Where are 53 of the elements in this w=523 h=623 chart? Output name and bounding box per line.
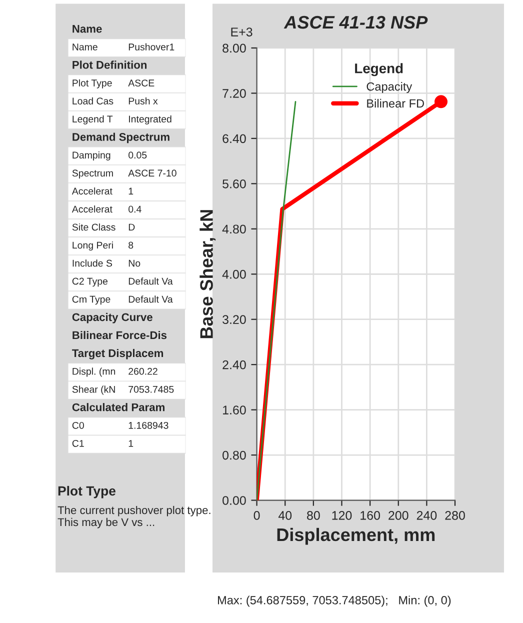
text: Displ. (mn 260.22 <box>72 368 158 377</box>
x-axis-title: Displacement, mm <box>277 528 435 545</box>
text: Calculated Param <box>72 403 164 412</box>
text: C2 Type Default Va <box>72 278 173 287</box>
y-axis-title: Base Shear, kN <box>200 210 216 338</box>
text: Max: (54.687559, 7053.748505); Min: (0, 0) <box>218 596 451 607</box>
y-tick-label: 8.00 <box>222 44 246 53</box>
text: E+3 <box>231 28 252 36</box>
text: Damping 0.05 <box>72 151 147 160</box>
x-tick-label: 160 <box>360 511 380 520</box>
y-tick-label: 1.60 <box>223 406 246 414</box>
text: Include S No <box>72 260 140 267</box>
y-tick-label: 4.00 <box>222 270 246 279</box>
y-tick-label: 0.00 <box>222 496 246 505</box>
x-tick-label: 0 <box>254 511 260 520</box>
x-tick-label: 240 <box>416 511 437 520</box>
text: Legend T Integrated <box>72 115 172 124</box>
legend-label: Bilinear FD <box>367 98 424 108</box>
y-tick-label: 6.40 <box>222 134 246 144</box>
text: Bilinear Force-Dis <box>72 330 167 340</box>
x-tick-label: 80 <box>307 511 320 520</box>
legend-title: Legend <box>355 63 403 76</box>
text: Demand Spectrum <box>72 132 170 144</box>
x-tick-label: 120 <box>332 511 352 520</box>
text: Capacity Curve <box>72 312 152 324</box>
y-tick-label: 7.20 <box>222 89 246 98</box>
y-tick-label: 3.20 <box>222 315 246 324</box>
text: Site Class D <box>72 223 135 231</box>
y-tick-label: 4.80 <box>222 224 246 234</box>
y-tick-label: 5.60 <box>222 179 246 188</box>
text: Load Cas Push x <box>72 97 158 104</box>
text: Long Peri 8 <box>72 242 134 251</box>
y-tick-label: 0.80 <box>222 450 246 460</box>
chart-title: ASCE 41-13 NSP <box>284 16 428 29</box>
text: Cm Type Default Va <box>72 296 173 305</box>
x-tick-label: 200 <box>388 511 408 520</box>
text: Name <box>72 25 102 33</box>
text: Shear (kN 7053.7485 <box>72 386 174 395</box>
y-tick-label: 2.40 <box>222 360 246 370</box>
text: Target Displacem <box>72 348 164 360</box>
text: Accelerat 1 <box>72 187 134 195</box>
x-tick-label: 280 <box>445 511 465 520</box>
text: C1 1 <box>72 440 134 447</box>
x-tick-label: 40 <box>278 511 292 520</box>
text: The current pushover plot type. This may be V vs ... <box>58 506 210 528</box>
text: Plot Type ASCE <box>72 79 154 88</box>
legend-label: Capacity <box>366 82 412 94</box>
text: Accelerat 0.4 <box>72 205 142 213</box>
text: Spectrum ASCE 7-10 <box>72 170 176 178</box>
text: Plot Type <box>58 486 116 498</box>
text: Plot Definition <box>72 60 147 69</box>
text: Name Pushover1 <box>72 43 174 50</box>
text: C0 1.168943 <box>72 422 168 429</box>
